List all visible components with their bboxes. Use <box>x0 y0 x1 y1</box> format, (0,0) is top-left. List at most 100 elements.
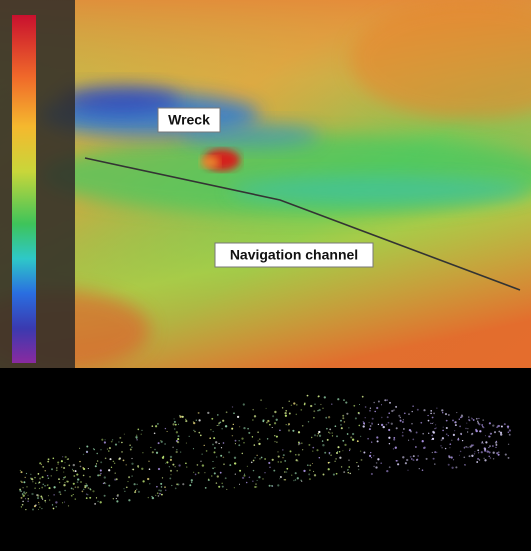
cloud-point <box>33 505 36 508</box>
cloud-point <box>346 412 349 415</box>
cloud-point <box>97 474 100 477</box>
cloud-point <box>155 451 159 454</box>
cloud-point <box>210 429 212 431</box>
cloud-point <box>340 419 342 422</box>
cloud-point <box>101 438 104 441</box>
cloud-point <box>137 428 140 431</box>
cloud-point <box>243 441 245 444</box>
cloud-point <box>128 499 131 502</box>
cloud-point <box>197 411 200 414</box>
cloud-point <box>142 452 144 454</box>
cloud-point <box>204 472 206 474</box>
cloud-point <box>281 407 284 409</box>
cloud-point <box>56 467 58 469</box>
cloud-point <box>27 494 29 496</box>
cloud-point <box>328 431 330 433</box>
cloud-point <box>86 450 88 453</box>
cloud-point <box>173 418 175 420</box>
cloud-point <box>273 422 277 425</box>
cloud-point <box>279 460 283 464</box>
cloud-point <box>342 414 345 417</box>
cloud-point <box>330 454 332 457</box>
cloud-point <box>149 483 151 485</box>
cloud-point <box>300 409 303 411</box>
cloud-point <box>74 498 77 500</box>
cloud-point <box>169 469 173 472</box>
cloud-point <box>96 460 99 462</box>
cloud-point <box>100 449 102 451</box>
cloud-point <box>422 432 425 435</box>
cloud-point <box>432 457 435 460</box>
cloud-point <box>377 400 380 403</box>
cloud-point <box>471 417 473 419</box>
cloud-point <box>19 469 21 471</box>
cloud-point <box>295 454 297 456</box>
cloud-point <box>282 456 284 459</box>
cloud-point <box>507 431 509 433</box>
cloud-point <box>131 475 133 477</box>
cloud-point <box>159 489 162 492</box>
cloud-point <box>39 462 42 465</box>
cloud-point <box>55 506 57 508</box>
cloud-point <box>488 435 491 438</box>
cloud-point <box>47 458 50 461</box>
cloud-point <box>192 448 195 450</box>
cloud-point <box>250 461 253 464</box>
cloud-point <box>122 459 125 462</box>
cloud-point <box>357 465 360 467</box>
cloud-point <box>239 426 241 428</box>
cloud-point <box>478 423 481 426</box>
cloud-point <box>132 468 135 471</box>
cloud-point <box>477 422 480 424</box>
cloud-point <box>236 415 240 419</box>
cloud-point <box>42 483 44 485</box>
cloud-point <box>362 425 365 428</box>
cloud-point <box>223 463 225 466</box>
cloud-point <box>313 470 315 472</box>
cloud-point <box>320 403 322 406</box>
cloud-point <box>174 423 177 426</box>
cloud-point <box>76 481 79 484</box>
cloud-point <box>282 454 285 457</box>
cloud-point <box>362 420 365 423</box>
cloud-point <box>142 480 145 483</box>
cloud-point <box>436 407 438 409</box>
cloud-point <box>368 428 371 431</box>
cloud-point <box>289 450 292 453</box>
cloud-point <box>150 446 152 448</box>
cloud-point <box>435 424 437 426</box>
cloud-point <box>166 461 169 464</box>
cloud-point <box>231 427 234 430</box>
cloud-point <box>465 445 468 448</box>
cloud-point <box>441 411 444 414</box>
cloud-point <box>182 483 185 486</box>
cloud-point <box>198 431 201 434</box>
cloud-point <box>349 448 351 450</box>
cloud-point <box>481 441 484 443</box>
cloud-point <box>153 432 156 435</box>
cloud-point <box>57 461 60 464</box>
cloud-point <box>369 454 372 457</box>
cloud-point <box>234 439 237 442</box>
cloud-point <box>252 419 254 421</box>
cloud-point <box>373 465 375 468</box>
cloud-point <box>204 486 207 489</box>
cloud-point <box>89 488 92 490</box>
cloud-point <box>442 429 444 432</box>
cloud-point <box>22 487 24 489</box>
cloud-point <box>484 449 487 452</box>
cloud-point <box>64 476 66 478</box>
cloud-point <box>148 460 150 463</box>
cloud-point <box>24 493 26 495</box>
cloud-point <box>421 469 424 472</box>
cloud-point <box>252 408 254 411</box>
cloud-point <box>72 493 74 496</box>
point-cloud <box>19 394 511 511</box>
cloud-point <box>34 476 36 479</box>
cloud-point <box>478 452 480 454</box>
cloud-point <box>306 394 309 397</box>
cloud-point <box>72 463 75 467</box>
cloud-point <box>408 439 410 441</box>
cloud-point <box>211 417 214 420</box>
cloud-point <box>447 434 449 437</box>
